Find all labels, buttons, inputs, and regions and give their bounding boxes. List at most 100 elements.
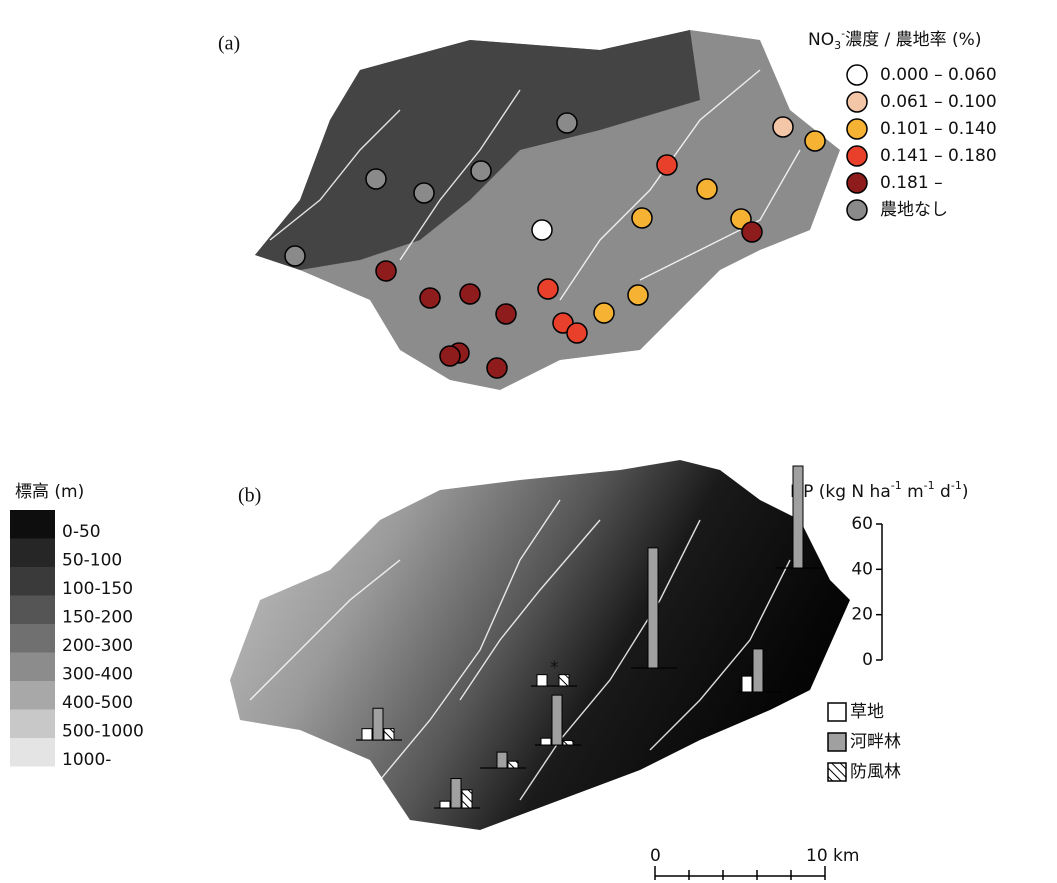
bar <box>373 708 383 740</box>
legend-swatch <box>10 510 55 539</box>
sample-point <box>366 169 386 189</box>
legend-title-part: 濃度 / 農地率 (%) <box>845 30 981 50</box>
bar <box>508 761 518 768</box>
axis-title-part: DP (kg N ha <box>790 482 891 502</box>
sample-point <box>742 222 762 242</box>
legend-label: 河畔林 <box>850 732 901 752</box>
legend-swatch <box>10 738 55 767</box>
map-b <box>230 460 850 830</box>
sample-point <box>628 285 648 305</box>
bar <box>559 675 569 686</box>
legend-title: NO3-濃度 / 農地率 (%) <box>808 27 981 52</box>
sample-point <box>594 303 614 323</box>
y-tick-label: 0 <box>862 650 873 670</box>
legend-label: 300-400 <box>62 665 133 685</box>
legend-label: 0.101 – 0.140 <box>880 119 997 139</box>
panel-label: (a) <box>218 33 240 55</box>
sample-point <box>487 358 507 378</box>
legend-swatch <box>847 173 867 193</box>
y-tick-label: 60 <box>851 514 873 534</box>
bar <box>497 752 507 768</box>
scale-label: 10 km <box>806 846 859 866</box>
bar <box>552 695 562 745</box>
y-tick-label: 20 <box>851 605 873 625</box>
legend-swatch <box>828 703 846 721</box>
sample-point <box>496 304 516 324</box>
legend-label: 400-500 <box>62 693 133 713</box>
legend-swatch <box>10 653 55 682</box>
axis-title-part: d <box>935 482 951 502</box>
bar <box>648 548 658 668</box>
sample-point <box>420 288 440 308</box>
bar <box>793 466 803 568</box>
sample-point <box>414 183 434 203</box>
legend-swatch <box>10 681 55 710</box>
legend-swatch <box>847 65 867 85</box>
sample-point <box>440 346 460 366</box>
sample-point <box>376 261 396 281</box>
axis-title-part: -1 <box>951 479 962 492</box>
bar <box>440 801 450 808</box>
legend-title-part: NO <box>808 30 834 50</box>
scale-bar <box>655 866 825 880</box>
legend-swatch <box>10 539 55 568</box>
legend-label: 1000- <box>62 750 111 770</box>
bar <box>384 729 394 740</box>
legend-swatch <box>847 200 867 220</box>
legend-label: 防風林 <box>850 762 901 782</box>
legend-label: 200-300 <box>62 636 133 656</box>
sample-point <box>697 179 717 199</box>
y-tick-label: 40 <box>851 559 873 579</box>
legend-label: 0.000 – 0.060 <box>880 65 997 85</box>
legend-label: 100-150 <box>62 579 133 599</box>
legend-title: 標高 (m) <box>15 482 84 502</box>
bar <box>451 779 461 808</box>
axis-title-part: -1 <box>924 479 935 492</box>
sample-point <box>471 161 491 181</box>
legend-label: 0.141 – 0.180 <box>880 146 997 166</box>
legend-swatch <box>828 733 846 751</box>
legend-label: 草地 <box>850 702 884 722</box>
sample-point <box>557 113 577 133</box>
scale-label: 0 <box>650 846 661 866</box>
legend-title-part: 3 <box>834 39 841 52</box>
legend-label: 0-50 <box>62 522 101 542</box>
sample-point <box>632 208 652 228</box>
bar <box>753 649 763 692</box>
legend-label: 農地なし <box>880 200 948 220</box>
legend-swatch <box>10 596 55 625</box>
sample-point <box>285 246 305 266</box>
legend-label: 0.061 – 0.100 <box>880 92 997 112</box>
legend-label: 500-1000 <box>62 722 144 742</box>
bar <box>462 790 472 808</box>
figure: (a) (b) NO3-濃度 / 農地率 (%) 標高 (m) DP (kg N… <box>0 0 1057 883</box>
legend-swatch <box>847 119 867 139</box>
legend-label: 150-200 <box>62 608 133 628</box>
sample-point <box>805 131 825 151</box>
legend-swatch <box>828 763 846 781</box>
axis-title: DP (kg N ha-1 m-1 d-1) <box>790 479 968 502</box>
legend-swatch <box>10 710 55 739</box>
legend-label: 50-100 <box>62 551 122 571</box>
sample-point <box>538 279 558 299</box>
sample-point <box>773 117 793 137</box>
legend-swatch <box>10 567 55 596</box>
bar <box>742 676 752 692</box>
sample-point <box>460 284 480 304</box>
bar <box>563 740 573 745</box>
note-mark: * <box>550 658 559 678</box>
axis-title-part: m <box>902 482 924 502</box>
legend-label: 0.181 – <box>880 173 943 193</box>
sample-point <box>567 323 587 343</box>
sample-point <box>532 220 552 240</box>
legend-swatch <box>10 624 55 653</box>
bar <box>537 675 547 686</box>
panel-label: (b) <box>238 485 261 507</box>
sample-point <box>657 155 677 175</box>
bar <box>362 729 372 740</box>
bar <box>541 738 551 745</box>
legend-swatch <box>847 92 867 112</box>
axis-title-part: -1 <box>891 479 902 492</box>
axis-title-part: ) <box>962 482 969 502</box>
legend-swatch <box>847 146 867 166</box>
